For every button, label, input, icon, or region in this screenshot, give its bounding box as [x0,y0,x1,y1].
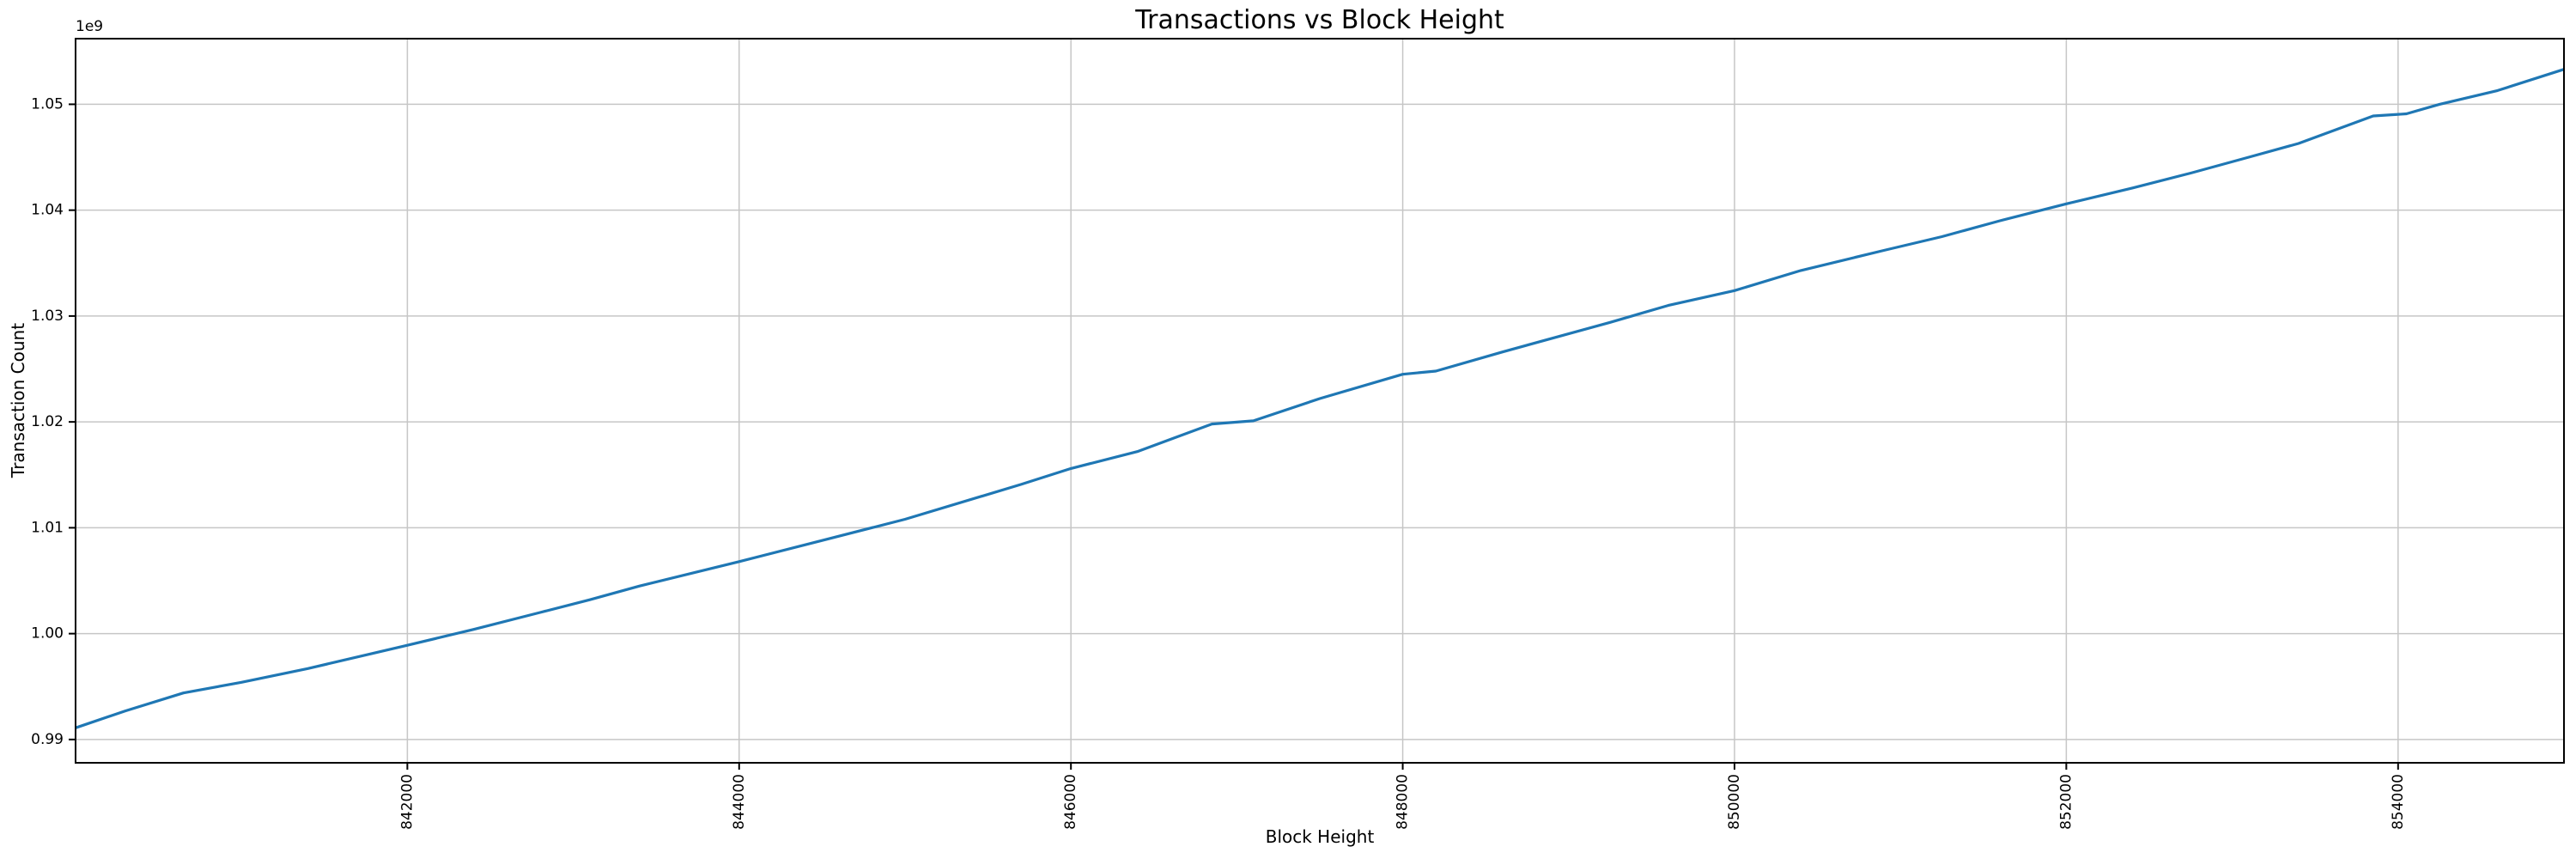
x-tick-label: 846000 [1062,774,1079,830]
data-line-transactions [75,68,2565,729]
gridlines [76,39,2564,763]
y-tick-label: 0.99 [31,731,64,748]
y-axis-label: Transaction Count [8,322,28,478]
y-tick-label: 1.00 [31,625,64,643]
axes-spines [75,38,2565,764]
x-tick-label: 852000 [2057,774,2075,830]
y-tick-labels: 0.99 1.00 1.01 1.02 1.03 1.04 1.05 [31,95,64,747]
chart-title: Transactions vs Block Height [1135,5,1504,35]
y-axis-offset-label: 1e9 [76,18,104,35]
x-tick-label: 854000 [2390,774,2407,830]
x-tick-labels: 842000 844000 846000 848000 850000 852000 8540… [398,774,2406,830]
x-axis-label: Block Height [1265,826,1375,847]
y-tick-label: 1.05 [31,95,64,113]
y-tick-label: 1.04 [31,202,64,219]
tick-marks [69,103,2399,770]
y-tick-label: 1.02 [31,413,64,430]
x-tick-label: 842000 [398,774,416,830]
x-tick-label: 848000 [1394,774,1412,830]
x-tick-label: 850000 [1726,774,1743,830]
x-tick-label: 844000 [731,774,748,830]
y-tick-label: 1.01 [31,519,64,536]
y-tick-label: 1.03 [31,308,64,325]
